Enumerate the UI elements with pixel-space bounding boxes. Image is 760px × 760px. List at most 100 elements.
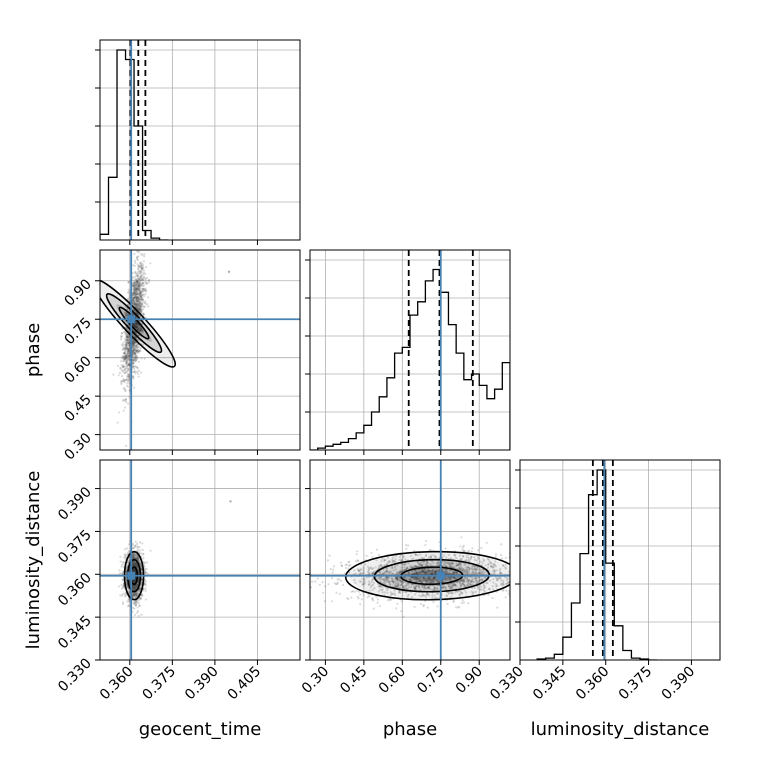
sample-point bbox=[137, 559, 140, 563]
sample-point bbox=[442, 587, 445, 590]
tick-label-x: 0.330 bbox=[487, 664, 527, 704]
sample-point bbox=[131, 586, 135, 590]
sample-point bbox=[454, 577, 458, 580]
sample-point bbox=[127, 356, 131, 359]
sample-point bbox=[125, 378, 128, 381]
sample-point bbox=[126, 348, 129, 351]
sample-point bbox=[138, 597, 141, 600]
sample-point bbox=[124, 314, 127, 317]
sample-point bbox=[142, 556, 145, 559]
sample-point bbox=[452, 570, 455, 574]
sample-point bbox=[136, 259, 139, 262]
sample-point bbox=[461, 546, 465, 549]
sample-point bbox=[127, 363, 130, 366]
sample-point bbox=[140, 293, 143, 297]
sample-point bbox=[124, 356, 128, 360]
sample-point bbox=[133, 324, 137, 327]
tick-label-x: 0.90 bbox=[453, 664, 486, 697]
sample-point bbox=[132, 351, 135, 354]
sample-point bbox=[136, 304, 139, 307]
sample-point bbox=[133, 585, 136, 588]
sample-point bbox=[128, 342, 131, 345]
sample-point bbox=[136, 566, 139, 570]
sample-point bbox=[134, 586, 137, 589]
sample-point bbox=[510, 564, 512, 566]
sample-point bbox=[133, 343, 136, 347]
sample-point bbox=[430, 581, 433, 584]
sample-point bbox=[134, 293, 137, 296]
sample-point bbox=[122, 379, 125, 382]
sample-point bbox=[133, 568, 136, 571]
sample-point bbox=[125, 339, 128, 342]
sample-point bbox=[404, 563, 407, 566]
sample-point bbox=[134, 555, 137, 558]
sample-point bbox=[121, 355, 124, 358]
sample-point bbox=[134, 261, 137, 264]
sample-point bbox=[136, 302, 139, 305]
sample-point bbox=[131, 595, 134, 598]
sample-point bbox=[140, 277, 143, 280]
sample-point bbox=[144, 280, 147, 283]
sample-point bbox=[133, 562, 136, 565]
sample-point bbox=[441, 580, 444, 583]
sample-point bbox=[131, 544, 134, 547]
sample-point bbox=[501, 584, 504, 587]
sample-point bbox=[133, 324, 136, 327]
sample-point bbox=[353, 569, 356, 572]
sample-point bbox=[133, 613, 137, 617]
sample-point bbox=[125, 347, 128, 350]
sample-point bbox=[121, 342, 124, 345]
sample-point bbox=[119, 594, 122, 597]
sample-point bbox=[134, 356, 138, 359]
sample-point bbox=[139, 292, 142, 295]
sample-point bbox=[137, 300, 140, 303]
scatter-clip-group bbox=[100, 460, 300, 660]
sample-point bbox=[123, 595, 127, 598]
sample-point bbox=[142, 275, 146, 278]
sample-point bbox=[455, 565, 458, 568]
sample-point bbox=[134, 310, 138, 313]
sample-point bbox=[406, 567, 409, 570]
sample-point bbox=[121, 578, 124, 581]
sample-point bbox=[124, 379, 127, 382]
sample-point bbox=[133, 579, 136, 583]
sample-point bbox=[147, 296, 150, 299]
sample-point bbox=[414, 572, 417, 575]
sample-point bbox=[360, 568, 363, 571]
scatter-clip-group bbox=[100, 250, 300, 450]
sample-point bbox=[128, 344, 131, 347]
sample-point bbox=[134, 359, 137, 362]
sample-point bbox=[127, 604, 130, 607]
sample-point bbox=[418, 594, 421, 597]
sample-point bbox=[125, 349, 128, 352]
sample-point bbox=[137, 268, 140, 271]
sample-point bbox=[122, 365, 125, 368]
sample-point bbox=[134, 591, 138, 595]
sample-point bbox=[431, 572, 434, 576]
sample-point bbox=[127, 281, 130, 284]
sample-point bbox=[137, 286, 140, 290]
sample-point bbox=[134, 600, 137, 603]
sample-point bbox=[132, 293, 135, 296]
sample-point bbox=[445, 556, 448, 559]
sample-point bbox=[532, 569, 534, 571]
sample-point bbox=[141, 281, 145, 284]
sample-point bbox=[136, 606, 139, 609]
sample-point bbox=[453, 571, 456, 574]
sample-point bbox=[126, 339, 130, 342]
sample-point bbox=[125, 344, 128, 347]
sample-point bbox=[462, 579, 465, 583]
sample-point bbox=[134, 281, 137, 284]
sample-point bbox=[135, 288, 138, 291]
sample-point bbox=[140, 295, 143, 298]
sample-point bbox=[143, 277, 146, 280]
sample-point bbox=[149, 549, 152, 552]
sample-point bbox=[453, 553, 456, 556]
sample-point bbox=[393, 585, 397, 588]
sample-point bbox=[138, 604, 141, 607]
sample-point bbox=[124, 357, 127, 360]
sample-point bbox=[438, 580, 441, 583]
sample-point bbox=[127, 561, 130, 564]
sample-point bbox=[140, 572, 143, 575]
sample-point bbox=[144, 287, 147, 290]
